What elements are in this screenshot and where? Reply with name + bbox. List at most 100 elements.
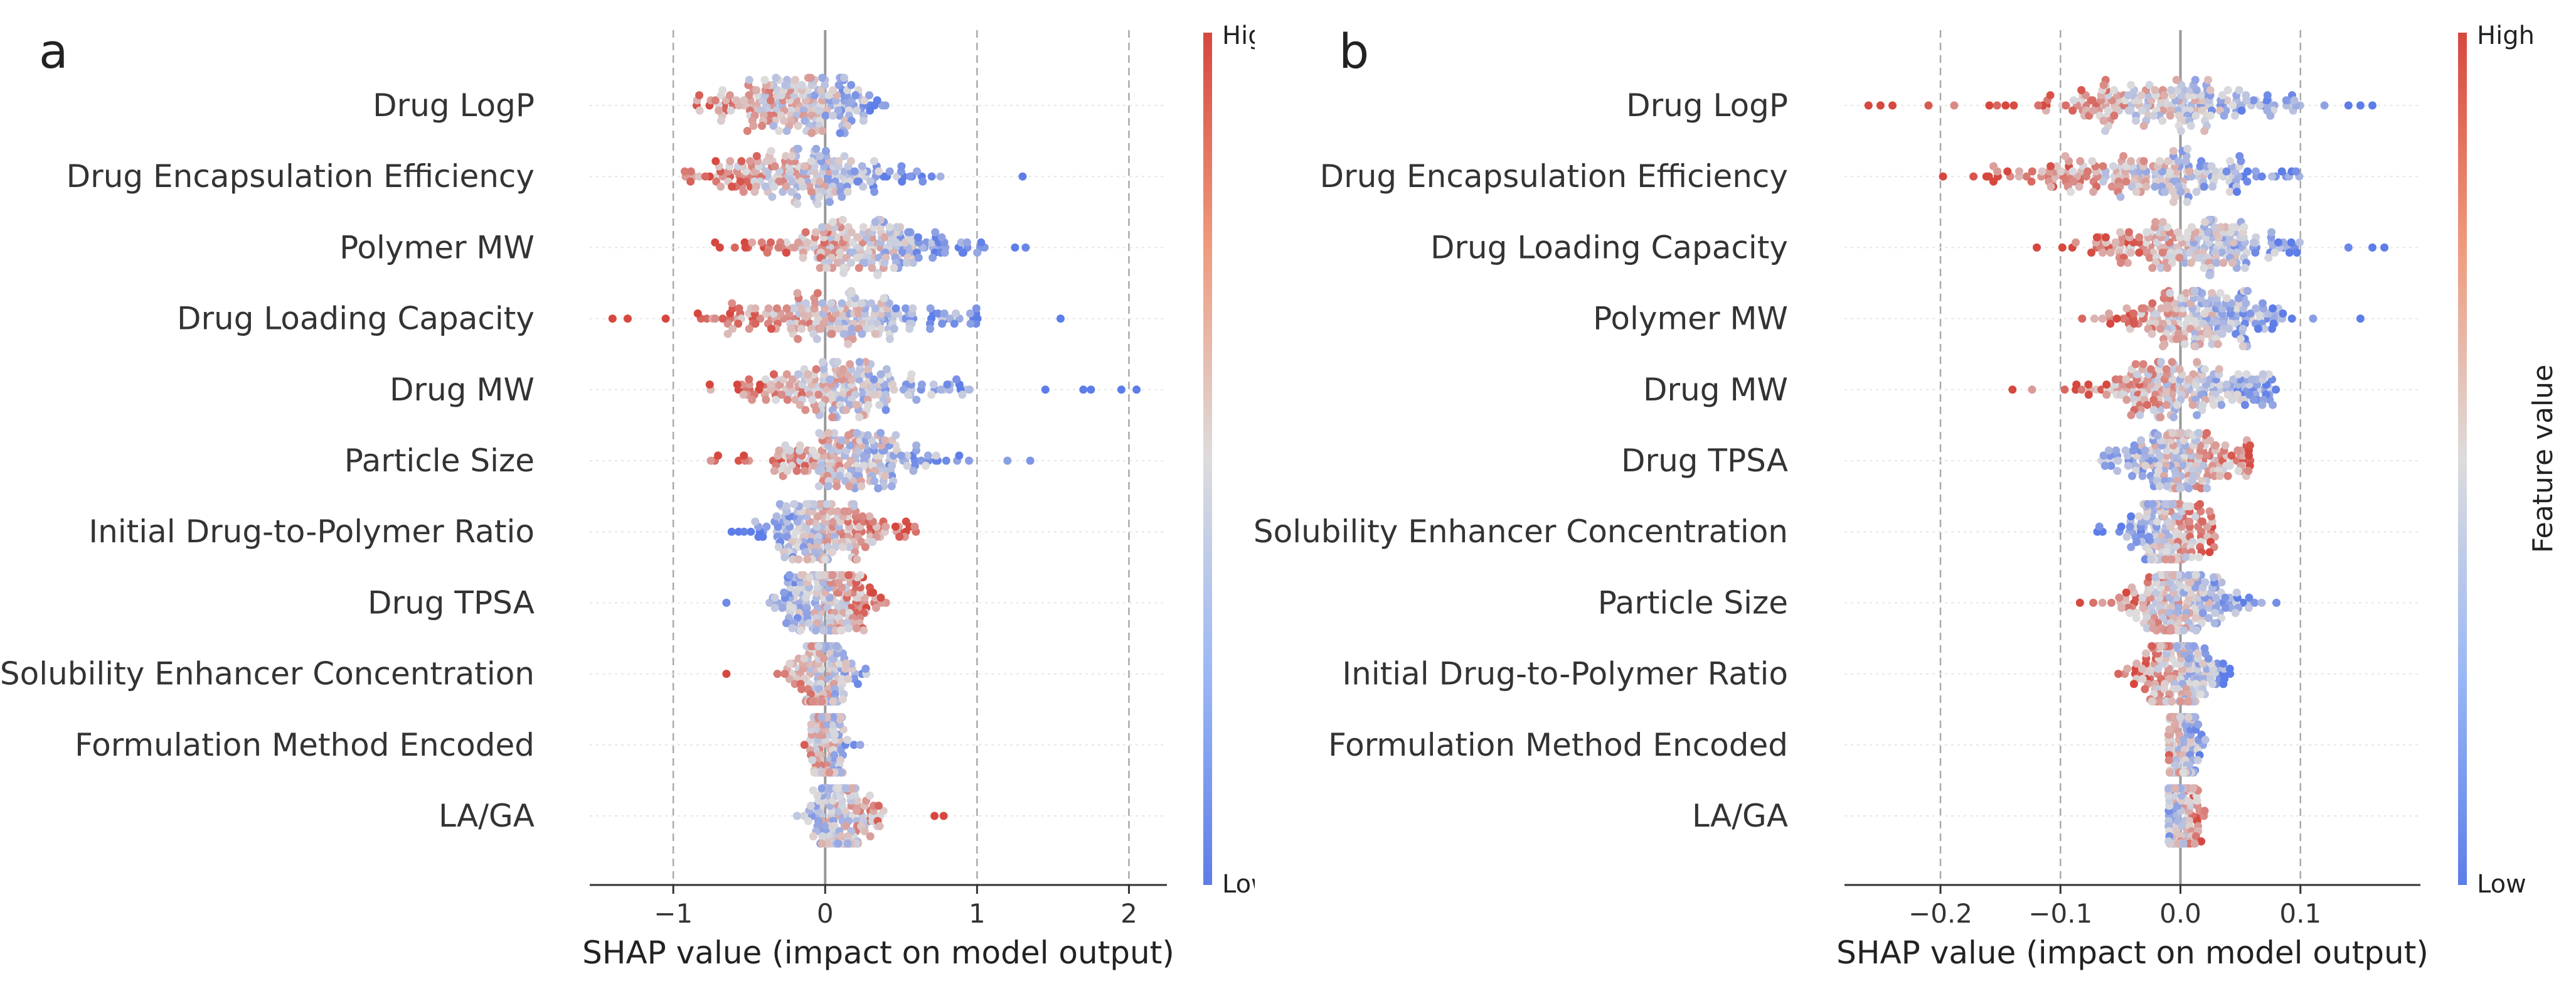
data-point — [2132, 116, 2140, 125]
data-point — [2194, 429, 2203, 437]
data-point — [891, 522, 900, 531]
data-point — [2132, 188, 2141, 196]
data-point — [2075, 182, 2084, 191]
data-point — [1026, 456, 1035, 465]
data-point — [2149, 624, 2158, 633]
data-point — [2176, 713, 2185, 722]
data-point — [2266, 111, 2275, 120]
data-point — [804, 370, 812, 378]
data-point — [2196, 690, 2205, 699]
data-point — [2158, 571, 2167, 579]
data-point — [2219, 659, 2227, 668]
data-point — [2193, 649, 2202, 658]
data-point — [836, 713, 845, 722]
data-point — [2171, 720, 2179, 729]
data-point — [728, 182, 737, 191]
data-point — [2142, 182, 2151, 191]
data-point — [1079, 385, 1088, 394]
data-point — [852, 624, 861, 633]
data-point — [794, 238, 802, 247]
data-point — [839, 269, 848, 277]
data-point — [2088, 157, 2097, 166]
data-point — [732, 96, 741, 105]
data-point — [2124, 106, 2133, 115]
data-point — [2038, 167, 2046, 176]
data-point — [2234, 370, 2243, 378]
data-point — [2122, 304, 2131, 313]
data-point — [2198, 517, 2206, 526]
data-point — [745, 375, 753, 383]
data-point — [833, 358, 842, 367]
data-point — [880, 436, 889, 444]
data-point — [2137, 106, 2146, 115]
data-point — [787, 152, 796, 161]
data-point — [2117, 259, 2125, 267]
data-point — [881, 405, 890, 414]
x-tick-label: 0 — [817, 898, 834, 929]
data-point — [747, 527, 755, 536]
data-point — [780, 553, 789, 562]
data-point — [892, 223, 901, 232]
data-point — [2127, 81, 2136, 89]
data-point — [767, 147, 775, 156]
data-point — [903, 259, 911, 267]
data-point — [2206, 111, 2215, 120]
data-point — [2263, 91, 2272, 100]
data-point — [1993, 101, 2001, 110]
data-point — [2292, 249, 2301, 257]
data-point — [797, 685, 806, 694]
data-point — [782, 182, 790, 191]
data-point — [965, 385, 974, 394]
data-point — [763, 249, 772, 257]
data-point — [840, 73, 848, 82]
data-point — [2090, 314, 2099, 323]
data-point — [2106, 319, 2115, 328]
feature-label: Initial Drug-to-Polymer Ratio — [88, 513, 535, 550]
data-point — [2119, 152, 2128, 161]
data-point — [1864, 101, 1873, 110]
data-point — [2226, 157, 2234, 166]
data-point — [2145, 81, 2154, 89]
data-point — [754, 532, 763, 541]
data-point — [2205, 507, 2214, 516]
data-point — [1924, 101, 1933, 110]
data-point — [769, 122, 778, 130]
data-point — [2201, 736, 2210, 744]
data-point — [2158, 249, 2167, 257]
data-point — [2200, 365, 2209, 373]
data-point — [2213, 340, 2222, 348]
data-point — [2264, 370, 2273, 378]
data-point — [715, 243, 724, 252]
feature-label: Initial Drug-to-Polymer Ratio — [1342, 656, 1788, 692]
data-point — [2232, 588, 2241, 597]
data-point — [2164, 784, 2173, 793]
data-point — [773, 670, 782, 678]
data-point — [774, 543, 783, 552]
data-point — [775, 177, 784, 186]
data-point — [891, 431, 900, 439]
data-point — [2166, 289, 2174, 298]
data-point — [828, 264, 837, 272]
data-point — [810, 768, 819, 777]
data-point — [866, 832, 875, 840]
data-point — [940, 249, 949, 257]
data-point — [2148, 299, 2157, 308]
data-point — [828, 413, 837, 422]
data-point — [2198, 609, 2207, 618]
data-point — [761, 182, 770, 191]
data-point — [821, 555, 829, 564]
data-point — [2117, 604, 2126, 612]
data-point — [794, 144, 802, 153]
data-point — [2209, 573, 2218, 582]
data-point — [898, 177, 907, 186]
colorbar-low-label: Low — [2477, 870, 2526, 899]
data-point — [840, 507, 849, 516]
data-point — [2166, 626, 2175, 635]
data-point — [897, 162, 906, 171]
data-point — [838, 299, 846, 308]
data-point — [2195, 254, 2204, 262]
data-point — [762, 522, 771, 531]
data-point — [780, 116, 789, 125]
data-point — [789, 604, 797, 612]
data-point — [733, 380, 742, 389]
